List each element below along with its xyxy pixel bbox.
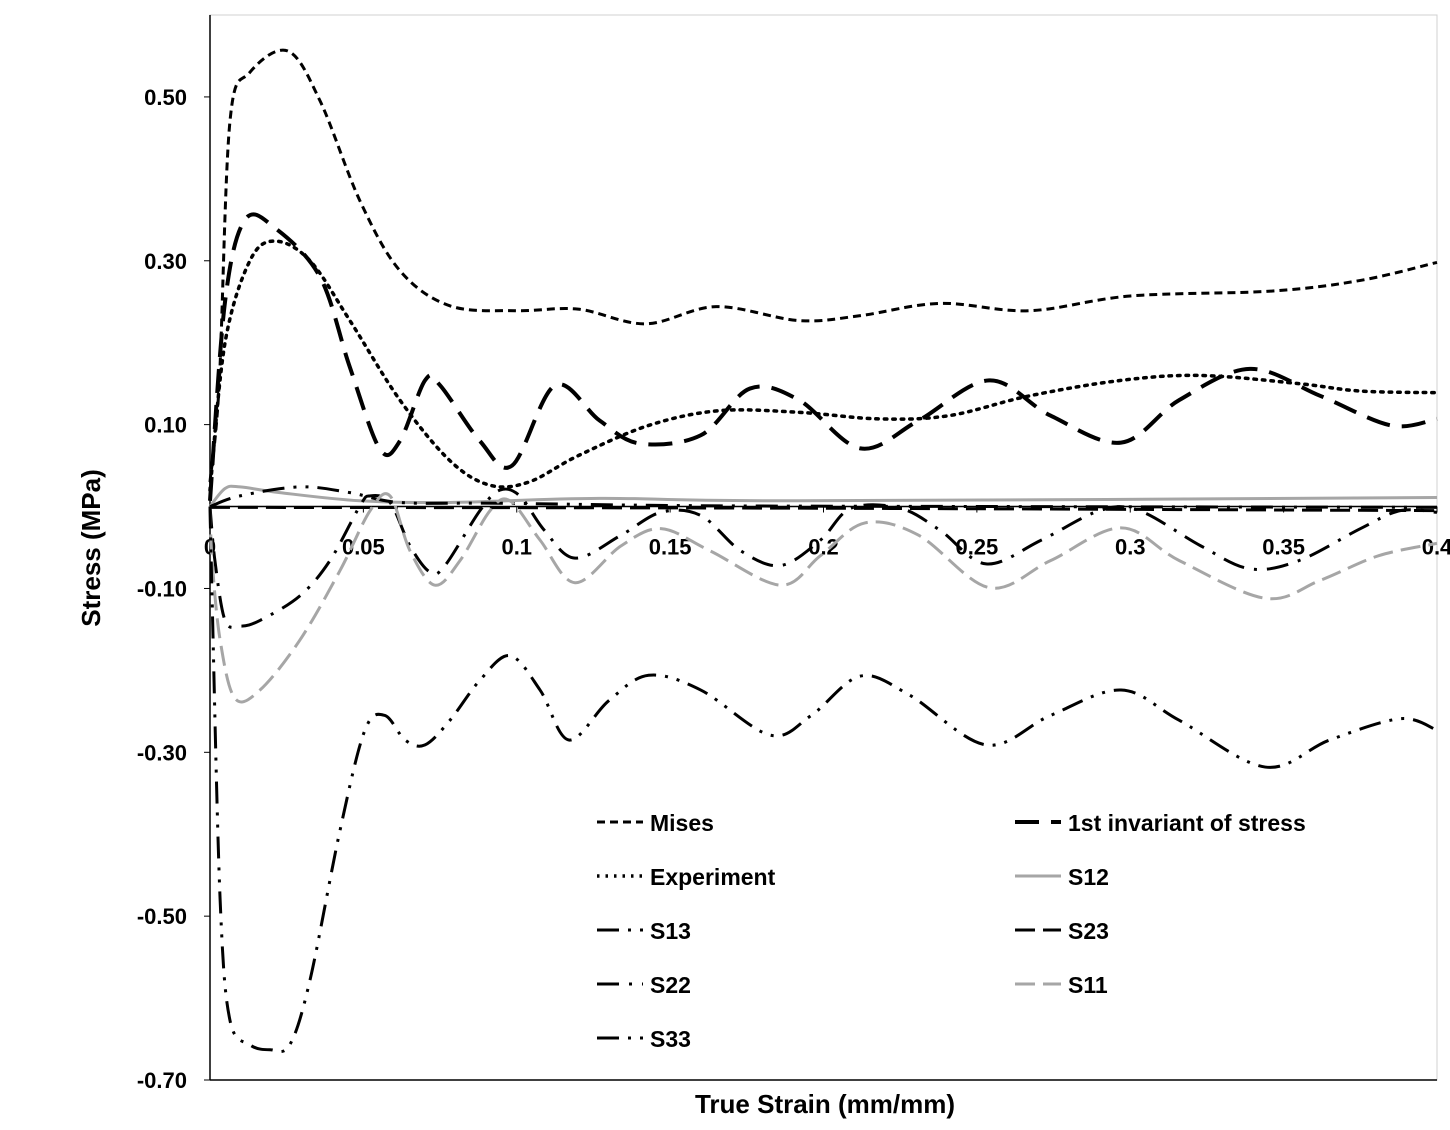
legend-label: S13	[650, 918, 691, 944]
y-tick-label: -0.70	[137, 1068, 187, 1093]
legend-item: Experiment	[597, 864, 776, 890]
x-tick-label: 0.25	[955, 535, 998, 560]
series-s33-line	[208, 506, 1438, 1054]
x-tick-label: 0.1	[501, 535, 532, 560]
axes: 0.500.300.10-0.10-0.30-0.50-0.700 0.05 0.1…	[137, 14, 1450, 1093]
legend-label: S12	[1068, 864, 1109, 890]
legend-item: 1st invariant of stress	[1015, 810, 1306, 836]
legend-item: S12	[1015, 864, 1109, 890]
y-tick-label: -0.50	[137, 904, 187, 929]
x-tick-label: 0.15	[649, 535, 692, 560]
legend-item: S11	[1015, 972, 1108, 998]
x-tick-label: 0.35	[1262, 535, 1305, 560]
y-tick-label: 0.50	[144, 85, 187, 110]
legend-item: S22	[597, 972, 691, 998]
series-s12-line	[208, 484, 1438, 508]
y-tick-label: -0.30	[137, 740, 187, 765]
series-1st-invariant-of-stress-line	[208, 212, 1438, 501]
series-experiment-line	[208, 239, 1439, 492]
series-s23-line	[209, 505, 1438, 513]
legend-label: 1st invariant of stress	[1068, 810, 1306, 836]
y-tick-label: 0.30	[144, 249, 187, 274]
legend-label: Mises	[650, 810, 714, 836]
legend: Mises 1st invariant of stress Experiment S1…	[597, 810, 1306, 1052]
y-tick-label: -0.10	[137, 576, 187, 601]
y-axis-title: Stress (MPa)	[76, 469, 106, 627]
x-axis-title: True Strain (mm/mm)	[695, 1089, 955, 1119]
x-tick-label: 0.4	[1422, 535, 1450, 560]
x-tick-label: 0.2	[808, 535, 839, 560]
series-s13-line	[209, 485, 1438, 509]
legend-label: S33	[650, 1026, 691, 1052]
x-tick-label: 0.3	[1115, 535, 1146, 560]
legend-item: S13	[597, 918, 691, 944]
series-s11-line	[208, 492, 1438, 704]
legend-item: S23	[1015, 918, 1109, 944]
legend-label: S23	[1068, 918, 1109, 944]
legend-label: S11	[1068, 972, 1108, 998]
series-layer	[208, 48, 1439, 1054]
x-tick-label: 0.05	[342, 535, 385, 560]
y-tick-label: 0.10	[144, 413, 187, 438]
series-mises-line	[208, 48, 1438, 483]
legend-label: Experiment	[650, 864, 776, 890]
legend-item: S33	[597, 1026, 691, 1052]
legend-label: S22	[650, 972, 691, 998]
legend-item: Mises	[597, 810, 714, 836]
